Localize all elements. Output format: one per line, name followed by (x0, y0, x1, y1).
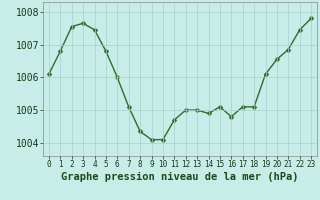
X-axis label: Graphe pression niveau de la mer (hPa): Graphe pression niveau de la mer (hPa) (61, 172, 299, 182)
